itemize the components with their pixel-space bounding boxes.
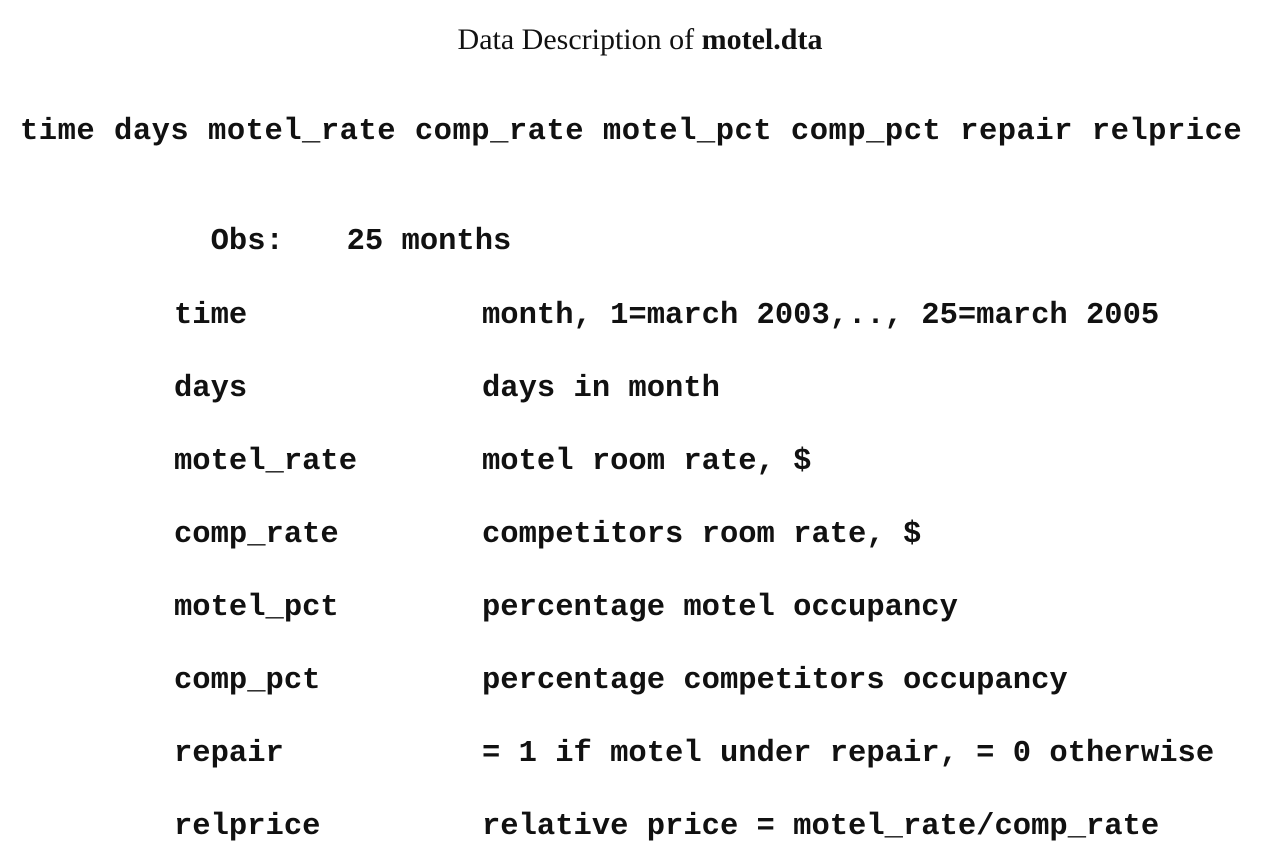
definition-row: comp_pct percentage competitors occupanc…: [174, 663, 1214, 700]
title-prefix: Data Description of: [457, 23, 695, 56]
page-title: Data Description of motel.dta: [0, 20, 1280, 60]
definition-row: motel_rate motel room rate, $: [174, 444, 1214, 481]
variable-name: time: [174, 299, 248, 333]
variable-description: relative price = motel_rate/comp_rate: [482, 810, 1160, 844]
variable-description: days in month: [482, 372, 720, 406]
definition-row: repair = 1 if motel under repair, = 0 ot…: [174, 736, 1214, 773]
variable-name: motel_pct: [174, 591, 339, 625]
definition-row: relprice relative price = motel_rate/com…: [174, 809, 1214, 846]
variable-description: percentage motel occupancy: [482, 591, 958, 625]
variable-description: percentage competitors occupancy: [482, 664, 1068, 698]
variable-name: comp_rate: [174, 518, 339, 552]
variable-name: repair: [174, 737, 284, 771]
variable-name: days: [174, 372, 248, 406]
variable-definitions: time month, 1=march 2003,.., 25=march 20…: [174, 262, 1214, 864]
definition-row: days days in month: [174, 371, 1214, 408]
definition-row: comp_rate competitors room rate, $: [174, 517, 1214, 554]
variable-name: motel_rate: [174, 445, 358, 479]
definition-row: motel_pct percentage motel occupancy: [174, 590, 1214, 627]
variable-name: comp_pct: [174, 664, 321, 698]
variable-list: time days motel_rate comp_rate motel_pct…: [20, 115, 1243, 149]
observations-line: Obs: 25 months: [174, 188, 512, 260]
variable-description: = 1 if motel under repair, = 0 otherwise: [482, 737, 1215, 771]
variable-description: motel room rate, $: [482, 445, 812, 479]
variable-description: month, 1=march 2003,.., 25=march 2005: [482, 299, 1160, 333]
observations-label: Obs:: [210, 225, 284, 259]
definition-row: time month, 1=march 2003,.., 25=march 20…: [174, 298, 1214, 335]
variable-name: relprice: [174, 810, 321, 844]
title-filename: motel.dta: [701, 23, 823, 56]
observations-value: 25 months: [346, 225, 512, 259]
variable-description: competitors room rate, $: [482, 518, 922, 552]
